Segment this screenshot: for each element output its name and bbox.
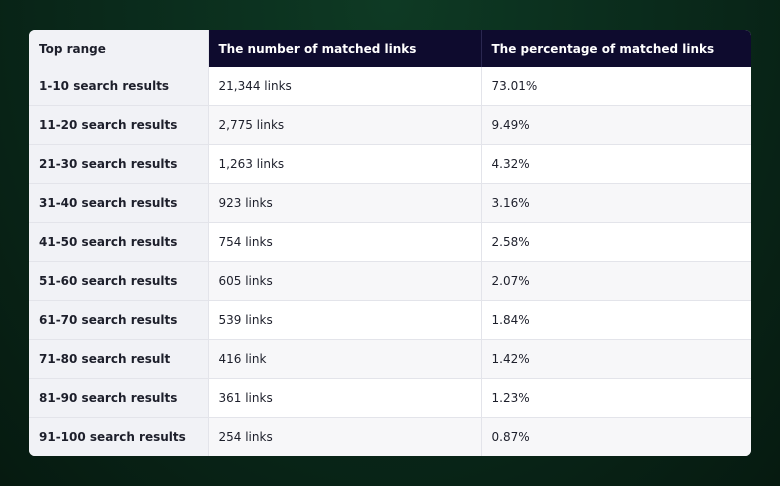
table-row: 1-10 search results 21,344 links 73.01% [29,67,751,106]
row-label: 41-50 search results [29,222,209,262]
row-label: 1-10 search results [29,67,209,106]
table-row: 11-20 search results 2,775 links 9.49% [29,105,751,145]
table-cell: 361 links [208,378,482,418]
table-row: 41-50 search results 754 links 2.58% [29,222,751,262]
table-cell: 2.07% [481,261,751,301]
header-row: Top range The number of matched links The … [29,30,751,67]
table-cell: 254 links [208,417,482,456]
row-label: 61-70 search results [29,300,209,340]
table-cell: 416 link [208,339,482,379]
table-cell: 73.01% [481,67,751,106]
row-label: 91-100 search results [29,417,209,456]
table-cell: 2.58% [481,222,751,262]
header-cell: The number of matched links [208,30,482,67]
table-cell: 923 links [208,183,482,223]
row-label: 81-90 search results [29,378,209,418]
table-cell: 605 links [208,261,482,301]
table-cell: 21,344 links [208,67,482,106]
table-row: 51-60 search results 605 links 2.07% [29,261,751,301]
row-label: 31-40 search results [29,183,209,223]
table-row: 31-40 search results 923 links 3.16% [29,183,751,223]
row-label: 21-30 search results [29,144,209,184]
table-cell: 0.87% [481,417,751,456]
table-row: 71-80 search result 416 link 1.42% [29,339,751,379]
table-cell: 1.84% [481,300,751,340]
row-label: 71-80 search result [29,339,209,379]
table-cell: 9.49% [481,105,751,145]
table-cell: 4.32% [481,144,751,184]
header-cell: The percentage of matched links [481,30,751,67]
table-body: 1-10 search results 21,344 links 73.01% 11-… [29,67,751,456]
table-cell: 754 links [208,222,482,262]
table-cell: 1.23% [481,378,751,418]
table-header: Top range The number of matched links The … [29,30,751,67]
header-cell: Top range [29,30,209,67]
table-row: 81-90 search results 361 links 1.23% [29,378,751,418]
data-table: Top range The number of matched links The … [29,30,751,456]
table-row: 91-100 search results 254 links 0.87% [29,417,751,456]
table-card: Top range The number of matched links The … [29,30,751,456]
table-cell: 1,263 links [208,144,482,184]
row-label: 51-60 search results [29,261,209,301]
table-cell: 539 links [208,300,482,340]
table-cell: 2,775 links [208,105,482,145]
row-label: 11-20 search results [29,105,209,145]
table-row: 61-70 search results 539 links 1.84% [29,300,751,340]
table-cell: 1.42% [481,339,751,379]
table-row: 21-30 search results 1,263 links 4.32% [29,144,751,184]
table-cell: 3.16% [481,183,751,223]
